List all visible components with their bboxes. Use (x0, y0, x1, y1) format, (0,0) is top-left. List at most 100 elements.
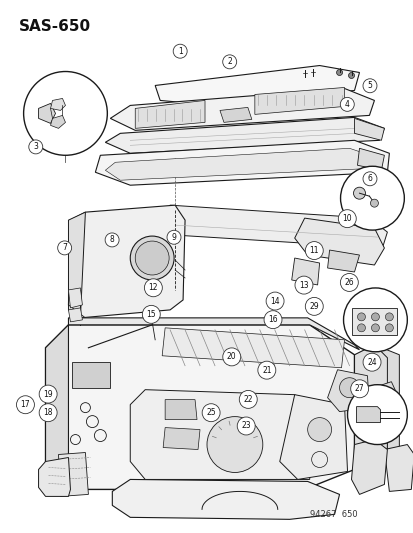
Polygon shape (291, 258, 319, 285)
Text: 22: 22 (243, 395, 252, 404)
Polygon shape (130, 390, 314, 480)
Circle shape (294, 276, 312, 294)
Text: 15: 15 (146, 310, 156, 319)
Text: 4: 4 (344, 100, 349, 109)
Circle shape (144, 279, 162, 297)
Circle shape (362, 79, 376, 93)
Text: 3: 3 (33, 142, 38, 151)
Circle shape (339, 378, 358, 398)
Circle shape (29, 140, 43, 154)
Polygon shape (254, 87, 344, 115)
Circle shape (343, 288, 406, 352)
Polygon shape (165, 400, 197, 419)
Circle shape (257, 361, 275, 379)
Polygon shape (357, 148, 384, 170)
Text: 9: 9 (171, 233, 176, 242)
Text: 11: 11 (309, 246, 318, 255)
Polygon shape (351, 308, 396, 335)
Polygon shape (163, 427, 199, 449)
Circle shape (39, 403, 57, 422)
Text: 25: 25 (206, 408, 216, 417)
Polygon shape (367, 382, 396, 425)
Circle shape (339, 273, 358, 292)
Text: 14: 14 (270, 296, 279, 305)
Circle shape (370, 324, 378, 332)
Polygon shape (384, 445, 413, 491)
Polygon shape (68, 288, 82, 308)
Circle shape (239, 391, 256, 408)
Polygon shape (68, 308, 82, 322)
Circle shape (337, 209, 356, 228)
Polygon shape (294, 218, 384, 265)
Polygon shape (105, 117, 384, 154)
Text: 29: 29 (309, 302, 318, 311)
Text: 16: 16 (268, 315, 277, 324)
Polygon shape (327, 370, 368, 411)
Circle shape (263, 311, 281, 329)
Circle shape (57, 241, 71, 255)
Text: 5: 5 (367, 81, 372, 90)
Circle shape (385, 324, 392, 332)
Text: 10: 10 (342, 214, 351, 223)
Text: 6: 6 (367, 174, 372, 183)
Circle shape (357, 313, 365, 321)
Text: 21: 21 (261, 366, 271, 375)
Text: 17: 17 (21, 400, 30, 409)
Polygon shape (50, 116, 65, 128)
Circle shape (166, 230, 180, 244)
Polygon shape (155, 66, 358, 106)
Text: 20: 20 (226, 352, 236, 361)
Polygon shape (135, 100, 204, 128)
Polygon shape (50, 99, 65, 110)
Circle shape (39, 385, 57, 403)
Circle shape (362, 353, 380, 371)
Polygon shape (95, 140, 389, 185)
Polygon shape (279, 394, 347, 480)
Polygon shape (158, 205, 387, 248)
Polygon shape (58, 453, 88, 496)
Polygon shape (105, 148, 378, 180)
Circle shape (24, 71, 107, 155)
Circle shape (173, 44, 187, 58)
Text: 26: 26 (344, 278, 353, 287)
Polygon shape (45, 325, 354, 489)
Polygon shape (219, 108, 251, 123)
Polygon shape (373, 345, 399, 449)
Circle shape (385, 313, 392, 321)
Polygon shape (112, 480, 339, 519)
Polygon shape (72, 362, 110, 387)
Polygon shape (354, 118, 384, 140)
Circle shape (17, 395, 34, 414)
Text: 2: 2 (227, 58, 232, 66)
Polygon shape (68, 205, 185, 318)
Text: 8: 8 (109, 236, 114, 245)
Text: SAS-650: SAS-650 (19, 19, 90, 34)
Circle shape (370, 313, 378, 321)
Circle shape (357, 324, 365, 332)
Circle shape (222, 55, 236, 69)
Circle shape (105, 233, 119, 247)
Circle shape (142, 305, 160, 324)
Polygon shape (38, 103, 55, 123)
Circle shape (336, 69, 342, 76)
Circle shape (370, 199, 377, 207)
Polygon shape (327, 250, 358, 272)
Circle shape (237, 417, 254, 435)
Circle shape (350, 380, 368, 398)
Circle shape (202, 403, 220, 422)
Circle shape (339, 98, 354, 111)
Polygon shape (162, 328, 344, 368)
Circle shape (362, 172, 376, 186)
Polygon shape (356, 407, 380, 423)
Polygon shape (45, 325, 68, 489)
Text: 18: 18 (43, 408, 53, 417)
Polygon shape (38, 457, 70, 496)
Text: 27: 27 (354, 384, 363, 393)
Circle shape (353, 187, 365, 199)
Polygon shape (110, 88, 373, 131)
Text: 19: 19 (43, 390, 53, 399)
Circle shape (307, 417, 331, 441)
Polygon shape (351, 440, 387, 495)
Circle shape (304, 297, 323, 316)
Circle shape (347, 385, 406, 445)
